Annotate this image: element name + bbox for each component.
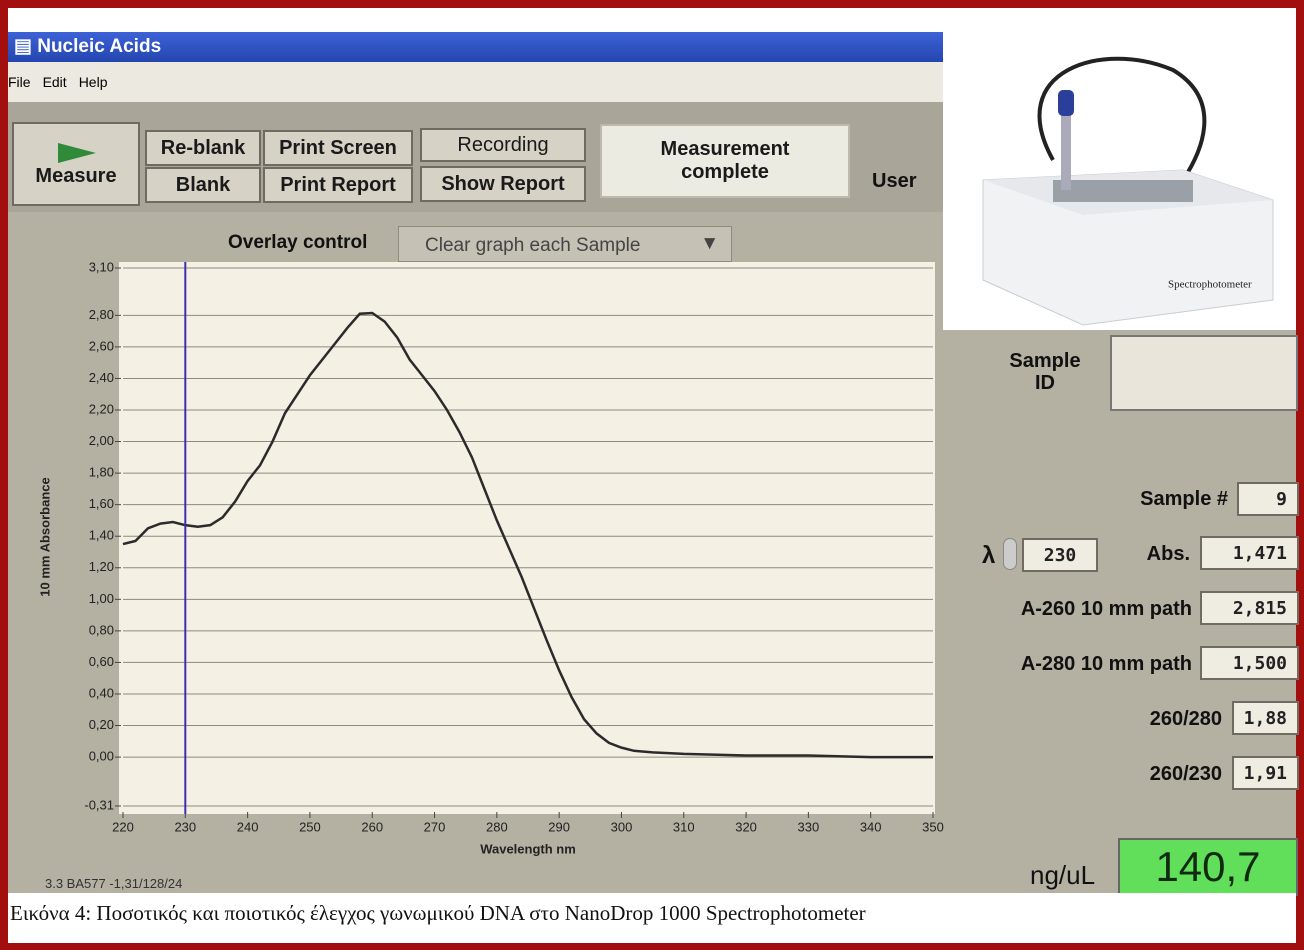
y-tick-label: 2,60 <box>89 338 114 353</box>
user-label: User <box>872 170 917 192</box>
lambda-symbol: λ <box>982 542 996 569</box>
lambda-spinner[interactable] <box>1003 538 1017 570</box>
y-tick-label: 2,20 <box>89 401 114 416</box>
y-tick-label: 1,00 <box>89 591 114 606</box>
x-tick-label: 330 <box>798 819 820 834</box>
button-label: Measure <box>35 164 117 187</box>
overlay-label: Overlay control <box>228 232 368 253</box>
y-tick-label: 1,40 <box>89 528 114 543</box>
menu-item[interactable]: Edit <box>42 74 67 90</box>
sample-number: 9 <box>1237 482 1299 516</box>
y-tick-label: 1,20 <box>89 559 114 574</box>
result-value: 1,471 <box>1200 536 1299 570</box>
result-label: 260/280 <box>1149 708 1222 730</box>
button[interactable]: Recording <box>420 128 586 162</box>
x-tick-label: 300 <box>611 819 633 834</box>
result-value: 1,91 <box>1232 756 1299 790</box>
x-tick-label: 240 <box>237 819 259 834</box>
sample-id-field[interactable] <box>1110 335 1298 411</box>
result-label: A-260 10 mm path <box>1020 598 1192 620</box>
play-icon <box>58 142 96 163</box>
menu-item[interactable]: Help <box>78 74 108 90</box>
button[interactable]: Show Report <box>420 166 586 202</box>
y-tick-label: 0,20 <box>89 717 114 732</box>
x-tick-label: 270 <box>424 819 446 834</box>
button[interactable]: Print Report <box>263 167 413 203</box>
caption: Εικόνα 4: Ποσοτικός και ποιοτικός έλεγχο… <box>8 893 1296 943</box>
x-axis-label: Wavelength nm <box>480 841 576 856</box>
status-box: Measurement complete <box>600 124 850 198</box>
overlay-dropdown[interactable]: Clear graph each Sample ▼ <box>398 226 732 262</box>
top-strip <box>8 8 1296 32</box>
y-tick-label: 1,60 <box>89 496 114 511</box>
button[interactable]: Print Screen <box>263 130 413 166</box>
x-tick-label: 250 <box>299 819 321 834</box>
y-tick-label: 2,80 <box>89 307 114 322</box>
button[interactable]: Blank <box>145 167 261 203</box>
result-label: 260/230 <box>1149 763 1222 785</box>
y-tick-label: 3,10 <box>89 259 114 274</box>
y-tick-label: 2,40 <box>89 370 114 385</box>
y-tick-label: 0,40 <box>89 685 114 700</box>
y-tick-label: 0,60 <box>89 654 114 669</box>
device-image: Spectrophotometer <box>943 30 1296 330</box>
x-tick-label: 260 <box>361 819 383 834</box>
title-bar: ▤ Nucleic Acids <box>8 32 948 62</box>
footer-text: 3.3 BA577 -1,31/128/24 <box>45 876 183 891</box>
result-value: 1,88 <box>1232 701 1299 735</box>
x-tick-label: 350 <box>922 819 944 834</box>
window-title: Nucleic Acids <box>37 36 162 57</box>
plot-area <box>119 262 935 814</box>
y-tick-label: 2,00 <box>89 433 114 448</box>
x-tick-label: 290 <box>548 819 570 834</box>
menu-item[interactable]: File <box>8 74 31 90</box>
x-tick-label: 280 <box>486 819 508 834</box>
conc-value: 140,7 <box>1118 838 1298 896</box>
lambda-field[interactable]: 230 <box>1022 538 1098 572</box>
spectrum-line <box>122 311 933 759</box>
dropdown-arrow: ▼ <box>700 233 719 254</box>
result-value: 2,815 <box>1200 591 1299 625</box>
result-label: A-280 10 mm path <box>1020 653 1192 675</box>
x-tick-label: 340 <box>860 819 882 834</box>
x-tick-label: 320 <box>735 819 757 834</box>
x-tick-label: 310 <box>673 819 695 834</box>
y-tick-label: 1,80 <box>89 465 114 480</box>
sample-id-label: Sample ID <box>1009 350 1081 394</box>
result-value: 1,500 <box>1200 646 1299 680</box>
conc-label: ng/uL <box>1030 860 1096 890</box>
y-tick-label: 0,80 <box>89 622 114 637</box>
y-tick-label: -0,31 <box>84 797 114 812</box>
menu-bar: File Edit Help <box>8 62 948 102</box>
chart: -0,31 0,00 0,20 0,40 0,60 0,80 1,00 1,20 1,40 1,6… <box>37 259 944 856</box>
x-tick-label: 230 <box>174 819 196 834</box>
dropdown-value: Clear graph each Sample <box>425 235 641 256</box>
device-drawing: Spectrophotometer <box>982 56 1274 326</box>
y-axis-label: 10 mm Absorbance <box>37 477 52 596</box>
sample-number-label: Sample # <box>1140 488 1228 510</box>
result-label: Abs. <box>1146 543 1190 565</box>
measure-button[interactable]: Measure <box>12 122 140 206</box>
x-tick-label: 220 <box>112 819 134 834</box>
y-tick-label: 0,00 <box>89 749 114 764</box>
device-label: Spectrophotometer <box>1168 279 1252 291</box>
button[interactable]: Re-blank <box>145 130 261 166</box>
